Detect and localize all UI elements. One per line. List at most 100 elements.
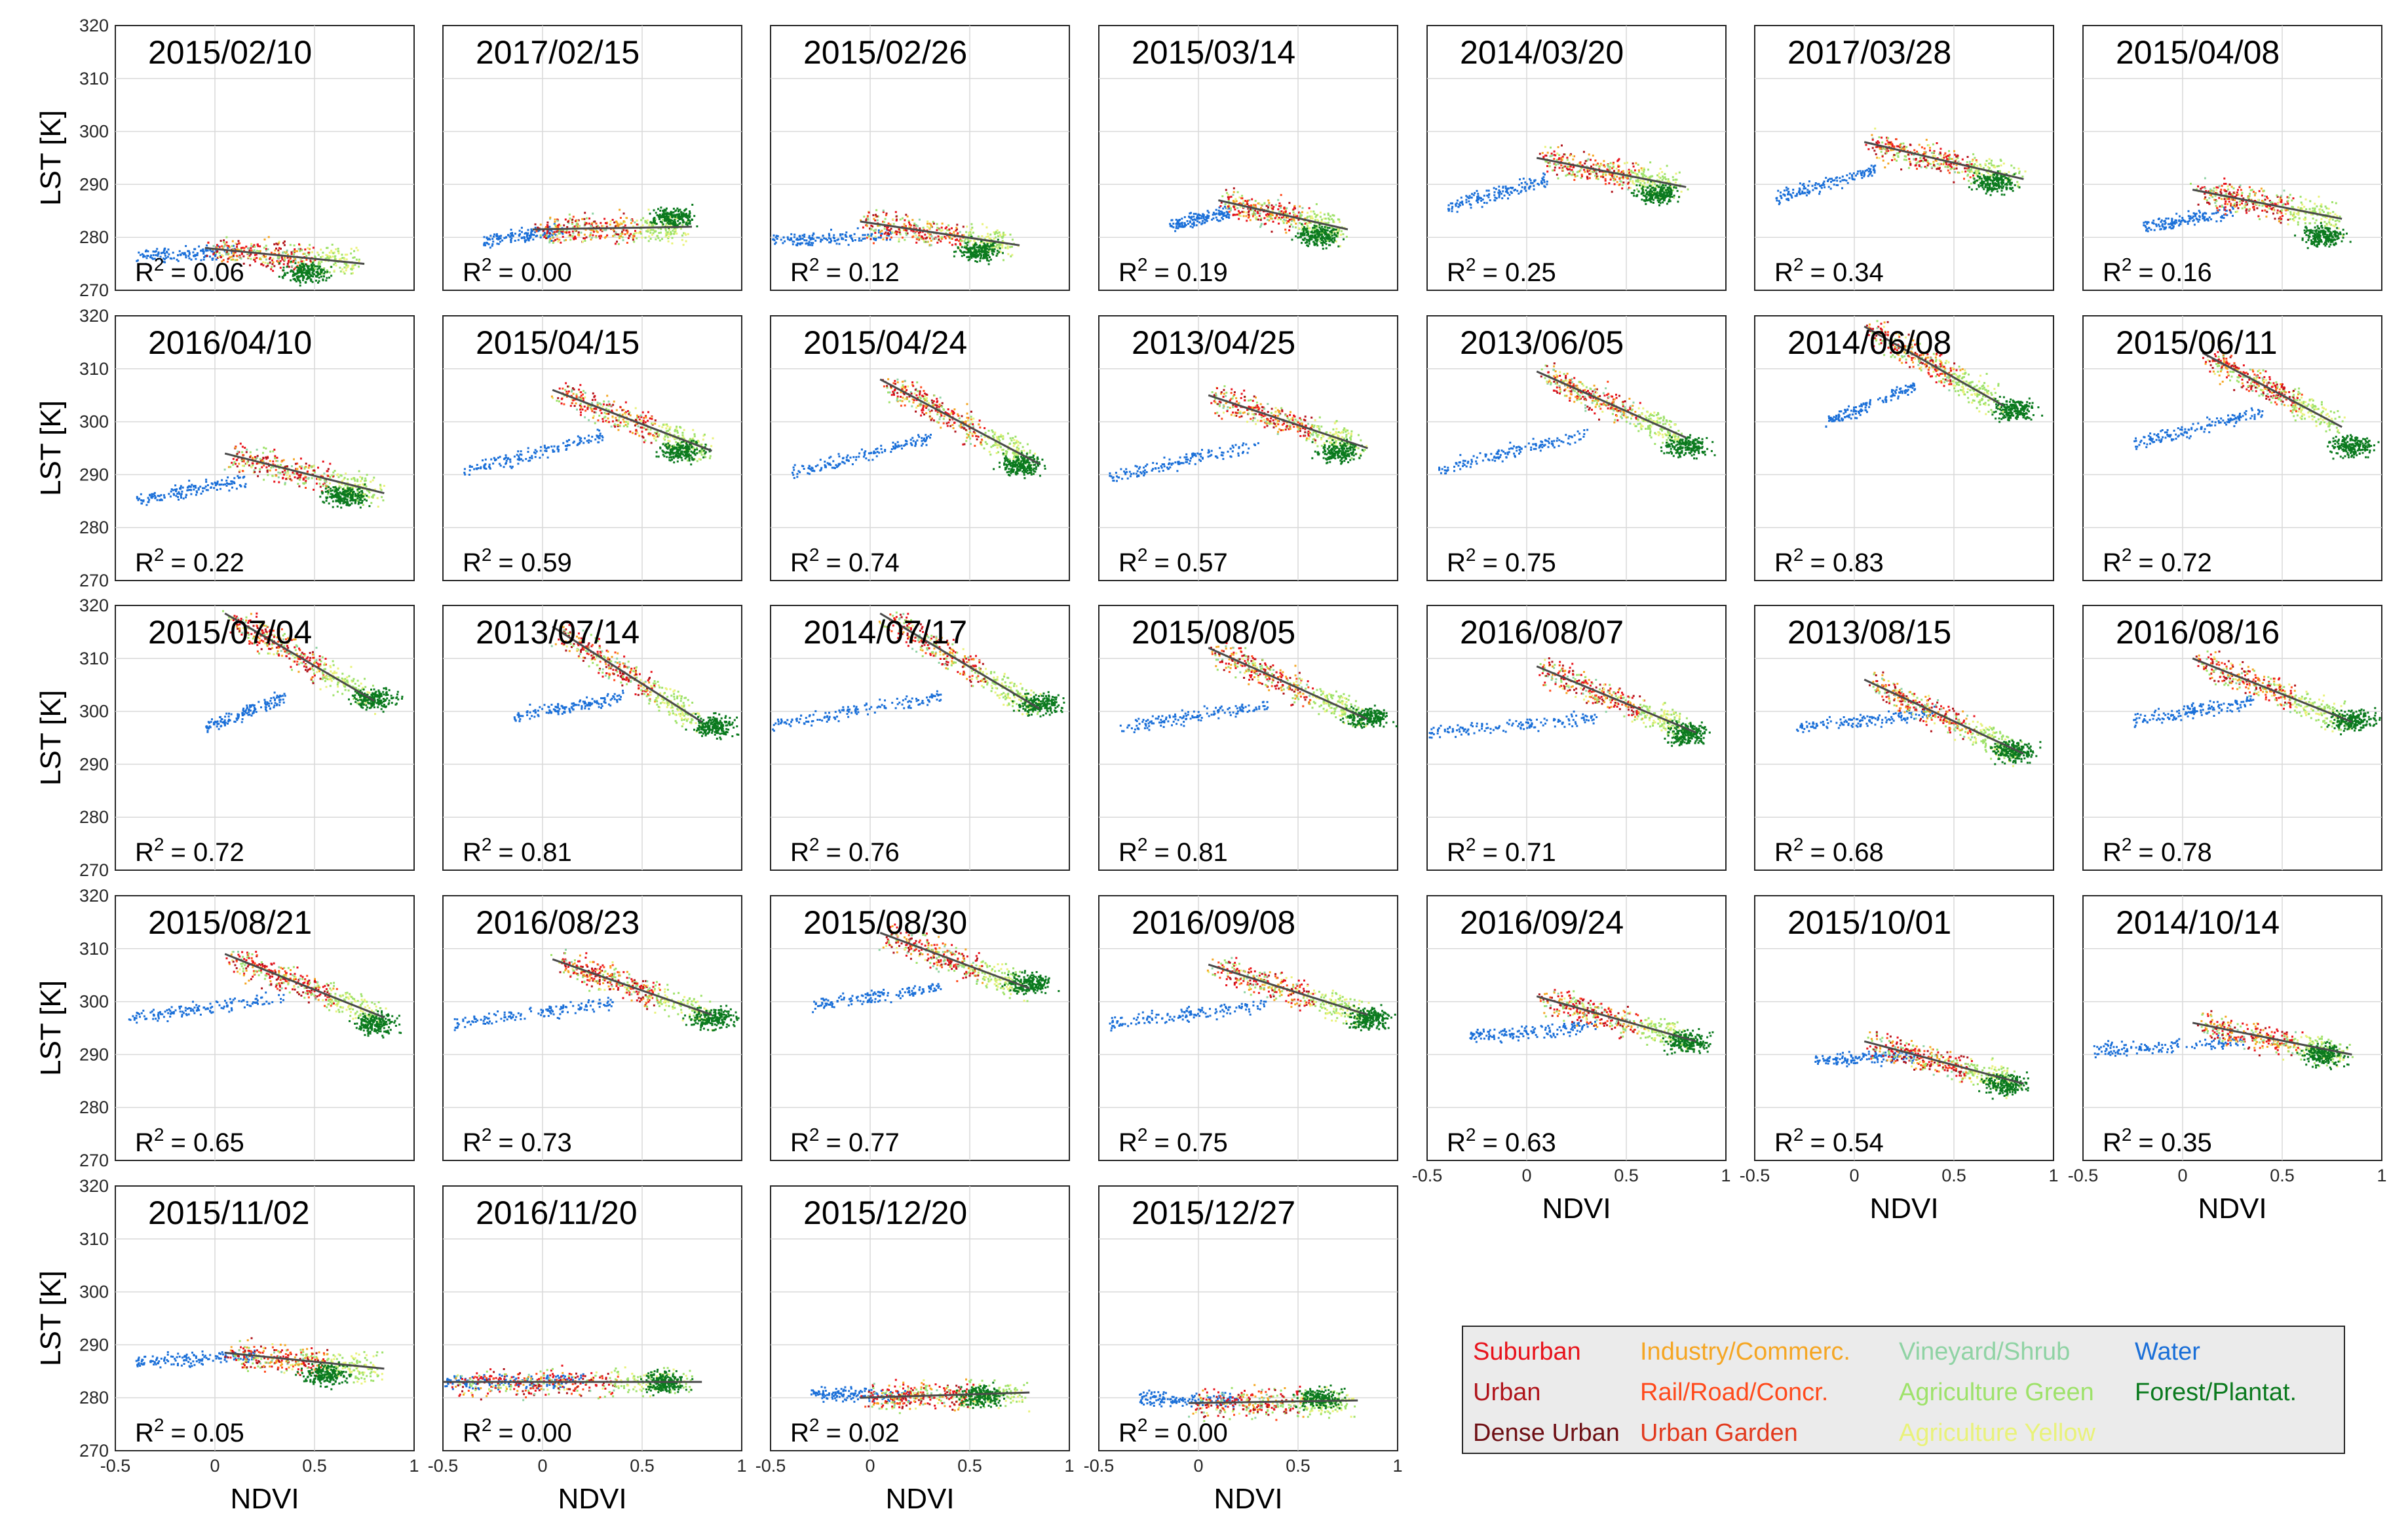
cluster-point bbox=[1267, 199, 1269, 201]
forest-point bbox=[975, 257, 977, 259]
water-point bbox=[1825, 177, 1827, 179]
forest-point bbox=[1295, 235, 1297, 237]
forest-point bbox=[1646, 192, 1648, 194]
cluster-point bbox=[905, 214, 907, 216]
cluster-point bbox=[1230, 207, 1232, 209]
cluster-point bbox=[1926, 167, 1928, 169]
cluster-point bbox=[893, 223, 895, 225]
cluster-point bbox=[1563, 153, 1565, 155]
y-tick-label: 310 bbox=[79, 69, 109, 88]
forest-point bbox=[1673, 186, 1675, 188]
cluster-point bbox=[2266, 196, 2268, 198]
cluster-point bbox=[935, 238, 937, 240]
forest-point bbox=[1307, 233, 1309, 235]
forest-point bbox=[1651, 191, 1653, 193]
water-point bbox=[489, 246, 491, 248]
cluster-point bbox=[1580, 161, 1582, 163]
water-point bbox=[871, 233, 873, 235]
water-point bbox=[1201, 215, 1203, 217]
cluster-point bbox=[1622, 170, 1624, 172]
water-point bbox=[1483, 195, 1485, 197]
cluster-point bbox=[624, 233, 626, 235]
cluster-point bbox=[2287, 219, 2289, 221]
forest-point bbox=[988, 260, 990, 262]
water-point bbox=[790, 233, 792, 235]
cluster-point bbox=[681, 239, 683, 241]
cluster-point bbox=[1954, 171, 1956, 173]
water-point bbox=[484, 236, 486, 238]
forest-point bbox=[2003, 194, 2005, 196]
water-point bbox=[209, 256, 211, 258]
cluster-point bbox=[612, 219, 614, 221]
cluster-point bbox=[305, 255, 307, 257]
forest-point bbox=[990, 259, 992, 261]
cluster-point bbox=[1622, 176, 1624, 178]
forest-point bbox=[1978, 176, 1979, 178]
cluster-point bbox=[883, 221, 885, 223]
water-point bbox=[531, 230, 533, 232]
cluster-point bbox=[1553, 158, 1555, 160]
cluster-point bbox=[1923, 157, 1925, 159]
cluster-point bbox=[282, 242, 284, 244]
cluster-point bbox=[1989, 158, 1991, 160]
water-point bbox=[1189, 212, 1191, 214]
water-point bbox=[1843, 179, 1844, 181]
cluster-point bbox=[1658, 172, 1660, 174]
cluster-point bbox=[1544, 146, 1546, 148]
cluster-point bbox=[1309, 227, 1311, 229]
cluster-point bbox=[2329, 212, 2331, 214]
water-point bbox=[1179, 226, 1181, 228]
water-point bbox=[1222, 208, 1224, 210]
forest-point bbox=[679, 222, 681, 224]
cluster-point bbox=[549, 238, 551, 240]
cluster-point bbox=[1259, 226, 1261, 228]
cluster-point bbox=[1969, 161, 1971, 163]
water-point bbox=[828, 241, 830, 243]
cluster-point bbox=[884, 228, 886, 230]
cluster-point bbox=[633, 241, 635, 243]
forest-point bbox=[1978, 186, 1980, 188]
water-point bbox=[1218, 213, 1220, 215]
cluster-point bbox=[875, 209, 877, 211]
cluster-point bbox=[895, 211, 897, 213]
cluster-point bbox=[277, 250, 279, 252]
cluster-point bbox=[900, 219, 902, 221]
cluster-point bbox=[1255, 216, 1257, 218]
forest-point bbox=[1665, 184, 1667, 186]
cluster-point bbox=[549, 233, 551, 235]
forest-point bbox=[998, 251, 1000, 253]
water-point bbox=[2192, 220, 2194, 222]
water-point bbox=[2172, 227, 2174, 229]
cluster-point bbox=[1945, 163, 1947, 165]
cluster-point bbox=[619, 209, 621, 211]
forest-point bbox=[965, 247, 967, 249]
water-point bbox=[2202, 215, 2204, 217]
water-point bbox=[1798, 191, 1800, 193]
cluster-point bbox=[546, 225, 548, 227]
water-point bbox=[527, 229, 529, 231]
water-point bbox=[803, 234, 805, 236]
forest-point bbox=[323, 269, 325, 271]
water-point bbox=[822, 235, 824, 237]
cluster-point bbox=[546, 232, 548, 234]
cluster-point bbox=[295, 260, 297, 262]
cluster-point bbox=[340, 258, 342, 260]
water-point bbox=[1510, 191, 1512, 193]
water-point bbox=[1191, 223, 1193, 225]
cluster-point bbox=[1590, 159, 1592, 161]
water-point bbox=[1212, 218, 1214, 220]
forest-point bbox=[306, 278, 308, 280]
cluster-point bbox=[223, 241, 225, 243]
forest-point bbox=[1658, 204, 1660, 206]
cluster-point bbox=[345, 267, 347, 269]
water-point bbox=[1829, 178, 1831, 180]
cluster-point bbox=[963, 240, 965, 242]
cluster-point bbox=[2239, 201, 2241, 202]
cluster-point bbox=[1976, 165, 1978, 167]
cluster-point bbox=[320, 249, 322, 251]
water-point bbox=[2145, 225, 2147, 227]
cluster-point bbox=[1277, 218, 1279, 220]
water-point bbox=[1504, 195, 1506, 197]
water-point bbox=[1857, 170, 1859, 172]
cluster-point bbox=[1227, 206, 1229, 208]
